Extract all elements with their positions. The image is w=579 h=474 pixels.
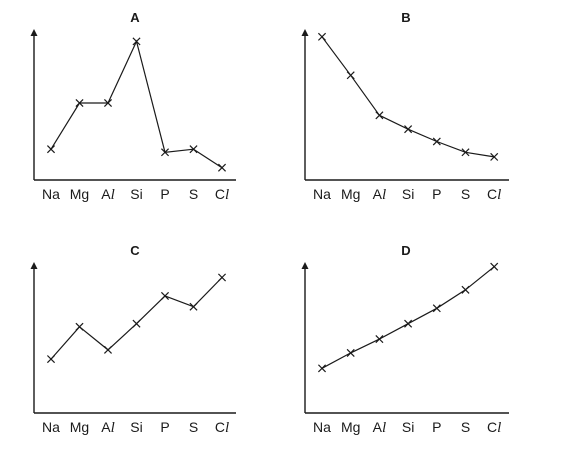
x-tick-label: Cl [215,186,229,203]
x-tick-label: Cl [215,419,229,436]
data-point-marker [217,163,227,172]
chart-panel-b: B Na Mg Al Si P S Cl [301,10,509,203]
x-tick-label: Al [373,419,387,436]
x-tick-label: Si [402,186,414,202]
data-point-marker [46,145,56,154]
data-point-marker [404,319,413,328]
data-point-marker [404,125,413,134]
series-line [321,266,495,369]
chart-panel-a: A Na Mg Al Si P S Cl [30,10,236,203]
chart-panel-d: D Na Mg Al Si P S Cl [301,243,509,436]
data-point-marker [132,37,141,46]
x-tick-label: S [189,186,198,202]
x-tick-label: Cl [487,186,501,203]
data-point-marker [346,71,355,80]
x-tick-label: S [189,419,198,435]
chart-title: C [130,243,140,258]
y-axis-arrow-icon [301,262,309,269]
data-point-marker [461,285,470,294]
data-point-marker [490,262,499,271]
x-tick-label: P [160,186,169,202]
x-tick-label: Al [101,186,115,203]
x-tick-label: Mg [341,186,360,202]
data-point-marker [375,111,384,120]
x-tick-label: S [461,186,470,202]
chart-panel-c: C Na Mg Al Si P S Cl [30,243,236,436]
x-tick-label: Si [402,419,414,435]
x-tick-label: Na [313,186,331,202]
x-tick-label: Si [130,186,142,202]
y-axis-arrow-icon [30,29,38,36]
data-point-marker [75,98,84,108]
data-point-marker [189,145,198,154]
x-tick-label: Na [42,186,60,202]
data-point-marker [432,137,441,146]
data-point-marker [461,148,470,157]
data-point-marker [189,302,198,311]
x-tick-label: P [432,186,441,202]
x-tick-label: P [432,419,441,435]
data-point-marker [217,273,227,282]
x-tick-label: P [160,419,169,435]
series-line [50,277,223,360]
data-point-marker [46,355,56,364]
series-line [321,36,495,158]
chart-title: B [401,10,410,25]
x-tick-label: Na [313,419,331,435]
chart-title: A [130,10,140,25]
x-tick-label: Mg [70,419,89,435]
x-tick-label: Mg [70,186,89,202]
x-tick-label: Al [373,186,387,203]
x-tick-label: Si [130,419,142,435]
x-tick-label: Al [101,419,115,436]
x-tick-label: Mg [341,419,360,435]
data-point-marker [317,364,327,373]
x-tick-label: S [461,419,470,435]
data-point-marker [317,32,327,41]
data-point-marker [490,152,499,161]
series-line [50,39,223,169]
data-point-marker [103,98,113,108]
data-point-marker [432,304,441,313]
data-point-marker [75,322,84,331]
x-tick-label: Na [42,419,60,435]
data-point-marker [160,291,170,300]
data-point-marker [375,335,384,344]
data-point-marker [160,148,170,157]
y-axis-arrow-icon [30,262,38,269]
x-tick-label: Cl [487,419,501,436]
data-point-marker [103,345,113,354]
data-point-marker [132,319,141,328]
y-axis-arrow-icon [301,29,309,36]
chart-title: D [401,243,410,258]
data-point-marker [346,348,355,357]
